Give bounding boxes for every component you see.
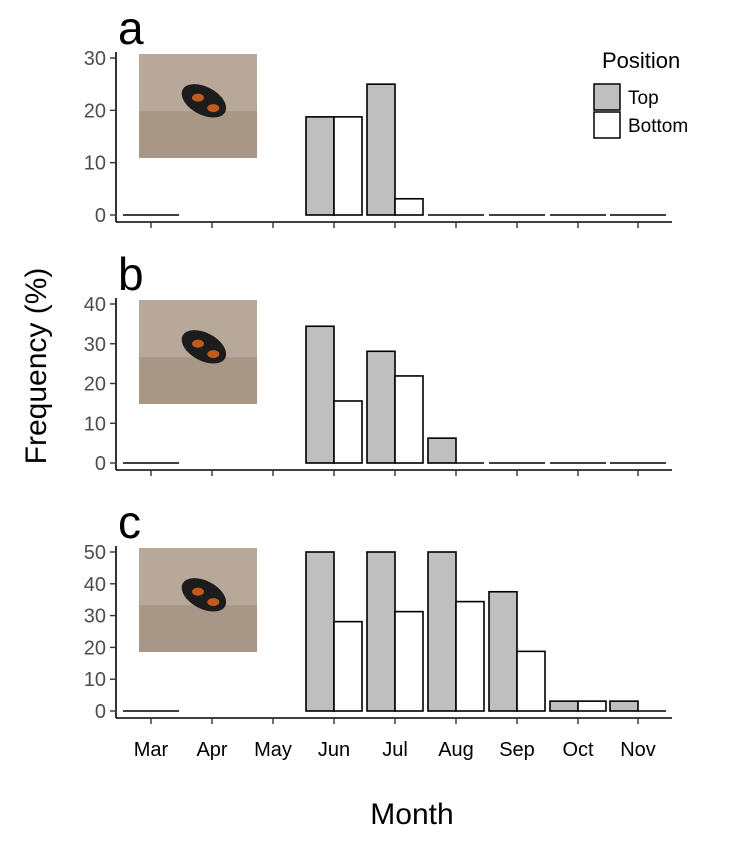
bar-top xyxy=(488,590,518,712)
x-axis xyxy=(116,221,672,228)
y-tick-label: 50 xyxy=(84,542,106,564)
photo-shadow xyxy=(139,111,257,158)
x-tick-label: May xyxy=(254,739,292,761)
x-tick-label: Sep xyxy=(499,739,535,761)
bar-bottom xyxy=(394,197,424,216)
x-tick-label: Jul xyxy=(382,739,408,761)
bar-top xyxy=(366,350,396,464)
beetle-photo xyxy=(139,548,257,652)
legend-swatch-top xyxy=(593,83,621,111)
bar-bottom xyxy=(577,700,607,712)
legend-label-bottom: Bottom xyxy=(628,116,688,137)
bar-top xyxy=(305,116,335,216)
beetle-photo xyxy=(139,300,257,404)
beetle-marking xyxy=(207,598,220,607)
panel-b: b 0 10 20 30 40 xyxy=(84,248,672,476)
bars xyxy=(123,551,666,712)
bar-top xyxy=(427,551,457,712)
x-tick-label: Aug xyxy=(438,739,474,761)
bar-bottom xyxy=(333,620,363,712)
x-tick-label: Oct xyxy=(562,739,594,761)
beetle-marking xyxy=(192,93,204,102)
bar-top xyxy=(366,83,396,216)
x-tick-label: Nov xyxy=(620,739,656,761)
bar-top xyxy=(305,325,335,464)
y-axis: 0 10 20 30 40 50 xyxy=(84,542,117,723)
bar-bottom xyxy=(394,375,424,464)
photo-shadow xyxy=(139,605,257,652)
y-tick-label: 20 xyxy=(84,100,106,122)
beetle-marking xyxy=(207,104,220,113)
y-tick-label: 20 xyxy=(84,374,106,396)
bar-bottom xyxy=(516,650,546,712)
x-axis: Mar Apr May Jun Jul Aug Sep Oct Nov xyxy=(116,717,672,761)
bar-top xyxy=(305,551,335,712)
y-tick-label: 10 xyxy=(84,413,106,435)
y-tick-label: 40 xyxy=(84,574,106,596)
legend-label-top: Top xyxy=(628,88,659,109)
x-axis xyxy=(116,469,672,476)
bar-bottom xyxy=(394,610,424,712)
beetle-marking xyxy=(207,350,220,359)
y-tick-label: 40 xyxy=(84,294,106,316)
bar-top xyxy=(609,700,639,712)
photo-shadow xyxy=(139,357,257,404)
y-tick-label: 30 xyxy=(84,606,106,628)
legend: Position Top Bottom xyxy=(593,48,688,139)
beetle-marking xyxy=(192,339,204,348)
bar-top xyxy=(366,551,396,712)
bar-bottom xyxy=(333,116,363,216)
y-axis: 0 10 20 30 xyxy=(84,48,117,227)
panel-letter: b xyxy=(118,248,144,300)
bars xyxy=(123,325,666,464)
y-tick-label: 0 xyxy=(95,205,106,227)
y-tick-label: 30 xyxy=(84,334,106,356)
y-tick-label: 0 xyxy=(95,701,106,723)
bar-bottom xyxy=(455,600,485,712)
x-axis-title: Month xyxy=(370,798,453,831)
panel-letter: c xyxy=(118,496,141,548)
panel-a: a 0 10 20 30 xyxy=(84,2,672,228)
bar-top xyxy=(427,437,457,464)
bar-top xyxy=(549,700,579,712)
y-tick-label: 10 xyxy=(84,669,106,691)
legend-swatch-bottom xyxy=(593,111,621,139)
y-tick-label: 0 xyxy=(95,453,106,475)
beetle-photo xyxy=(139,54,257,158)
y-axis-title: Frequency (%) xyxy=(20,268,53,465)
x-tick-label: Apr xyxy=(196,739,227,761)
panel-letter: a xyxy=(118,2,144,54)
bars xyxy=(123,83,666,216)
legend-title: Position xyxy=(602,48,680,73)
y-tick-label: 10 xyxy=(84,153,106,175)
y-tick-label: 30 xyxy=(84,48,106,70)
x-tick-label: Jun xyxy=(318,739,350,761)
bar-bottom xyxy=(333,400,363,464)
y-tick-label: 20 xyxy=(84,637,106,659)
beetle-marking xyxy=(192,587,204,596)
y-axis: 0 10 20 30 40 xyxy=(84,294,117,475)
x-tick-label: Mar xyxy=(134,739,169,761)
panel-c: c 0 10 20 30 40 50 Mar Apr May Jun Jul Aug Sep Oct Nov xyxy=(84,496,672,761)
